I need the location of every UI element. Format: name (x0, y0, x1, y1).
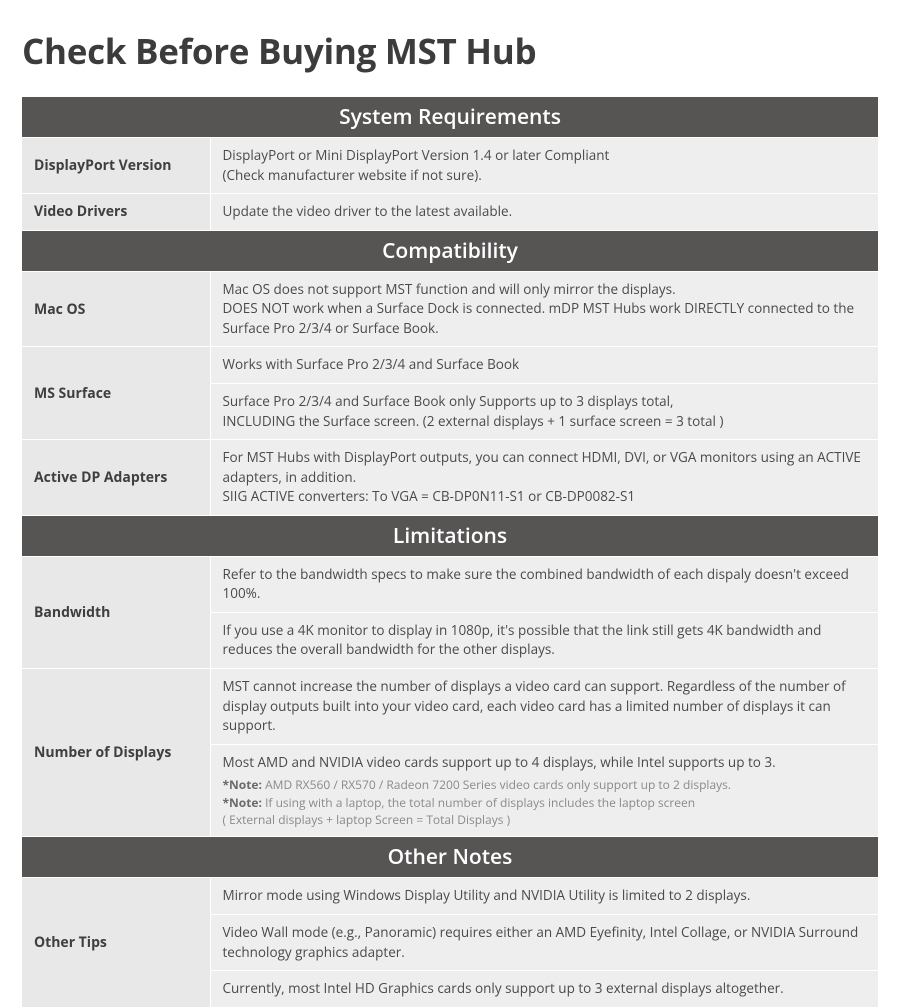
section-header: Other Notes (22, 837, 878, 878)
row-label: Active DP Adapters (22, 440, 210, 516)
row-label: DisplayPort Version (22, 138, 210, 194)
table-row: Mac OSMac OS does not support MST functi… (22, 271, 878, 347)
row-value: Update the video driver to the latest av… (210, 194, 878, 231)
row-value: Video Wall mode (e.g., Panoramic) requir… (210, 914, 878, 970)
section-header: Compatibility (22, 230, 878, 271)
row-value: Currently, most Intel HD Graphics cards … (210, 971, 878, 1008)
row-label: Bandwidth (22, 556, 210, 668)
table-row: Active DP AdaptersFor MST Hubs with Disp… (22, 440, 878, 516)
page-title: Check Before Buying MST Hub (22, 28, 878, 75)
table-row: Video DriversUpdate the video driver to … (22, 194, 878, 231)
num-displays-main: Most AMD and NVIDIA video cards support … (223, 753, 867, 773)
row-label: Other Tips (22, 878, 210, 1007)
table-row: MS SurfaceWorks with Surface Pro 2/3/4 a… (22, 347, 878, 384)
row-value: Surface Pro 2/3/4 and Surface Book only … (210, 383, 878, 439)
spec-table: System RequirementsDisplayPort VersionDi… (22, 97, 878, 1008)
row-value: Refer to the bandwidth specs to make sur… (210, 556, 878, 612)
row-value: If you use a 4K monitor to display in 10… (210, 612, 878, 668)
row-value: MST cannot increase the number of displa… (210, 669, 878, 745)
row-value: Most AMD and NVIDIA video cards support … (210, 744, 878, 837)
row-label: Number of Displays (22, 669, 210, 837)
row-label: MS Surface (22, 347, 210, 440)
row-value: Mirror mode using Windows Display Utilit… (210, 878, 878, 915)
row-value: Mac OS does not support MST function and… (210, 271, 878, 347)
table-row: DisplayPort VersionDisplayPort or Mini D… (22, 138, 878, 194)
row-value: For MST Hubs with DisplayPort outputs, y… (210, 440, 878, 516)
note-3: ( External displays + laptop Screen = To… (223, 811, 867, 828)
section-header: Limitations (22, 515, 878, 556)
table-row: BandwidthRefer to the bandwidth specs to… (22, 556, 878, 612)
table-row: Other TipsMirror mode using Windows Disp… (22, 878, 878, 915)
row-label: Video Drivers (22, 194, 210, 231)
row-value: Works with Surface Pro 2/3/4 and Surface… (210, 347, 878, 384)
note-2: *Note: If using with a laptop, the total… (223, 794, 867, 811)
table-row: Number of DisplaysMST cannot increase th… (22, 669, 878, 745)
row-value: DisplayPort or Mini DisplayPort Version … (210, 138, 878, 194)
row-label: Mac OS (22, 271, 210, 347)
section-header: System Requirements (22, 97, 878, 138)
note-1: *Note: AMD RX560 / RX570 / Radeon 7200 S… (223, 776, 867, 793)
